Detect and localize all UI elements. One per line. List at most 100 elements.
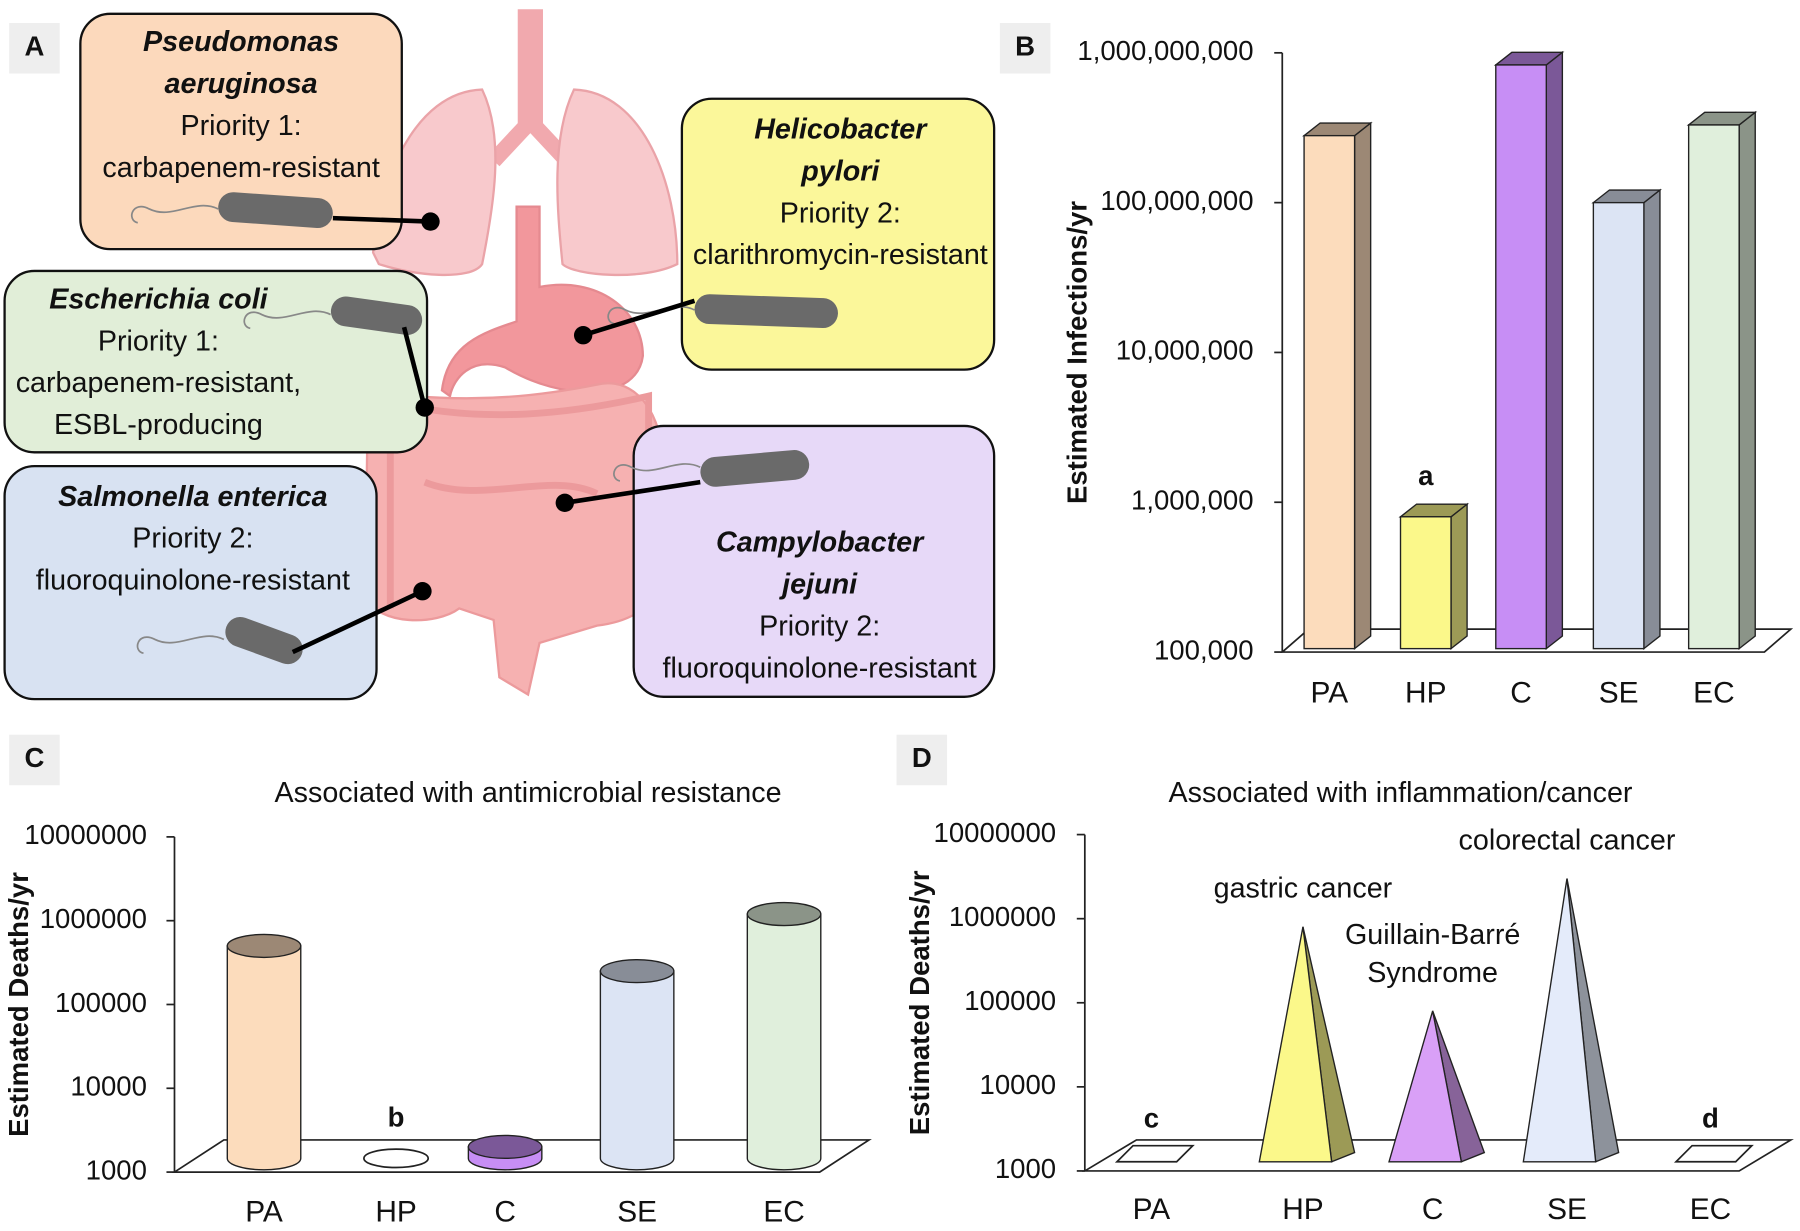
bacterium [700, 450, 810, 487]
priority-text: fluoroquinolone-resistant [36, 565, 350, 597]
connector-dot [415, 398, 434, 417]
y-tick-label: 100000 [964, 985, 1056, 1016]
species-name: aeruginosa [165, 68, 318, 100]
x-tick-label: EC [1693, 676, 1734, 709]
species-name: pylori [800, 155, 880, 187]
annotation-letter: c [1144, 1103, 1159, 1134]
panel-label: B [1015, 31, 1035, 62]
connector [332, 215, 431, 224]
priority-text: Priority 1: [98, 325, 219, 357]
panel-label-bg [896, 734, 948, 786]
bar-side [1738, 110, 1756, 651]
bacterium [330, 296, 423, 335]
y-tick-label: 10,000,000 [1116, 335, 1254, 366]
bacterium [694, 294, 838, 329]
annotation-letter: d [1702, 1103, 1719, 1134]
panel-label: C [24, 742, 44, 773]
bar-side [1353, 121, 1372, 651]
priority-text: Priority 2: [132, 523, 253, 555]
chart: D Associated with inflammation/cancer 1000… [896, 734, 1794, 1226]
priority-text: Priority 2: [780, 197, 901, 229]
species-name: Salmonella enterica [58, 481, 328, 513]
cylinder-top [599, 958, 675, 984]
priority-text: carbapenem-resistant [102, 152, 379, 184]
y-axis-label: Estimated Infections/yr [1061, 201, 1092, 504]
panel-label-bg [999, 22, 1051, 74]
connector [291, 589, 424, 655]
x-tick-label: SE [1599, 676, 1639, 709]
y-tick-label: 100,000,000 [1100, 185, 1253, 216]
chart: B 100,000 1,000,000 10,000,000 100,000,000 1,… [999, 22, 1794, 709]
species-name: Helicobacter [754, 113, 928, 145]
annotation: colorectal cancer [1459, 824, 1676, 856]
x-tick-label: SE [1547, 1193, 1587, 1226]
bar-side [1643, 188, 1661, 651]
y-tick-label: 1,000,000,000 [1077, 35, 1253, 66]
species-name: Escherichia coli [49, 283, 268, 315]
x-tick-label: PA [1133, 1193, 1171, 1226]
x-tick-label: HP [1405, 676, 1446, 709]
left-lung [371, 88, 497, 277]
pyramid [1388, 1010, 1463, 1163]
cylinder-top [467, 1134, 543, 1160]
x-tick-label: SE [617, 1195, 657, 1228]
y-tick-label: 100,000 [1154, 634, 1254, 665]
y-tick-label: 10000000 [934, 817, 1057, 848]
connector [582, 298, 696, 338]
flagella [243, 310, 331, 330]
chart: C Associated with antimicrobial resistanc… [3, 734, 872, 1228]
priority-text: fluoroquinolone-resistant [663, 652, 977, 684]
x-tick-label: C [1510, 676, 1532, 709]
x-tick-label: HP [375, 1195, 416, 1228]
right-lung [556, 88, 679, 277]
bar-side [1450, 502, 1468, 651]
cylinder-top [226, 933, 302, 959]
connector-dot [413, 582, 432, 601]
x-tick-label: C [494, 1195, 516, 1228]
y-axis-label: Estimated Deaths/yr [904, 870, 935, 1135]
y-tick-label: 1000 [86, 1154, 147, 1185]
panel-label: A [24, 31, 44, 62]
bar [1303, 134, 1356, 650]
pathogen-box [79, 12, 403, 251]
pathogen-box [3, 269, 429, 454]
bar-side [1545, 50, 1564, 651]
x-tick-label: PA [1311, 676, 1349, 709]
pathogen-box [632, 424, 996, 698]
y-tick-label: 1,000,000 [1131, 485, 1254, 516]
charts: B 100,000 1,000,000 10,000,000 100,000,000 1,… [3, 22, 1794, 1228]
annotation-letter: b [388, 1102, 405, 1133]
pyramid [1522, 878, 1597, 1163]
annotation: Guillain-Barré [1345, 919, 1520, 951]
annotation-letter: a [1418, 460, 1434, 491]
priority-text: carbapenem-resistant, [16, 367, 301, 399]
cylinder [599, 970, 675, 1171]
x-tick-label: HP [1282, 1193, 1323, 1226]
bar [1495, 64, 1547, 650]
y-tick-label: 10000 [980, 1069, 1057, 1100]
flagella [130, 204, 219, 224]
species-name: Pseudomonas [143, 26, 339, 58]
bar [1399, 516, 1452, 650]
x-tick-label: EC [763, 1195, 804, 1228]
empty-base [1114, 1144, 1195, 1163]
priority-text: Priority 2: [759, 611, 880, 643]
empty-base [1673, 1144, 1754, 1163]
annotation: gastric cancer [1214, 873, 1393, 905]
bacterium [218, 192, 333, 228]
y-tick-label: 10000 [70, 1071, 147, 1102]
x-tick-label: PA [245, 1195, 283, 1228]
bar [1687, 124, 1740, 650]
cylinder-top [746, 901, 822, 927]
priority-text: ESBL-producing [54, 409, 263, 441]
pyramid [1258, 926, 1333, 1163]
connector-dot [421, 212, 440, 231]
annotation: Syndrome [1367, 957, 1498, 989]
diagram: A Pseudomonas aeruginosa Priority 1: carbape… [3, 12, 996, 701]
connector [564, 479, 701, 506]
flagella [613, 463, 701, 482]
flagella [136, 635, 225, 655]
priority-text: clarithromycin-resistant [693, 239, 988, 271]
y-tick-label: 1000000 [949, 901, 1056, 932]
empty-base [363, 1148, 430, 1169]
